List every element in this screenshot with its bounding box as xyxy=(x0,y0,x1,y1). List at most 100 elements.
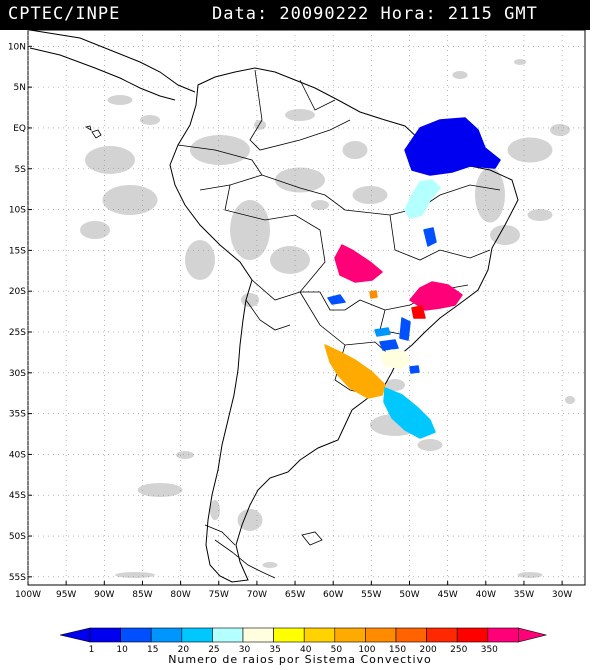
lightning-cluster xyxy=(324,344,386,399)
colorbar-label: 20 xyxy=(178,645,190,655)
lon-label: 40W xyxy=(476,590,496,600)
cloud-blob xyxy=(285,109,315,121)
cloud-blob xyxy=(275,167,325,193)
cloud-cover xyxy=(80,59,575,578)
cloud-blob xyxy=(241,293,259,307)
cloud-blob xyxy=(237,509,263,531)
lightning-cluster xyxy=(383,387,436,439)
lat-label: 40S xyxy=(9,450,26,460)
cloud-blob xyxy=(270,246,310,274)
colorbar-segment xyxy=(395,627,427,643)
cloud-blob xyxy=(190,135,250,165)
colorbar-segment xyxy=(212,627,244,643)
lon-label: 90W xyxy=(94,590,114,600)
country-borders xyxy=(177,69,501,396)
lightning-cluster xyxy=(399,317,411,341)
cloud-blob xyxy=(115,572,155,578)
colorbar-label: 40 xyxy=(300,645,312,655)
lightning-cluster xyxy=(369,290,378,299)
lat-label: 10S xyxy=(9,206,26,216)
cloud-blob xyxy=(210,500,220,520)
lon-label: 80W xyxy=(170,590,190,600)
lat-label: 45S xyxy=(9,491,26,501)
colorbar-label: 25 xyxy=(208,645,219,655)
header-bar: CPTEC/INPE Data: 20090222 Hora: 2115 GMT xyxy=(0,0,590,30)
cloud-blob xyxy=(514,59,526,65)
lightning-cluster xyxy=(379,349,411,369)
colorbar-label: 200 xyxy=(420,645,437,655)
colorbar-arrow-left xyxy=(59,627,91,643)
lightning-cluster xyxy=(404,117,501,176)
header-source: CPTEC/INPE xyxy=(8,4,121,24)
lon-label: 85W xyxy=(132,590,152,600)
colorbar-label: 15 xyxy=(147,645,158,655)
lon-label: 50W xyxy=(399,590,419,600)
header-datetime: Data: 20090222 Hora: 2115 GMT xyxy=(212,4,538,24)
cloud-blob xyxy=(517,572,543,578)
lat-label: 50S xyxy=(9,532,26,542)
cloud-blob xyxy=(254,120,266,130)
lat-label: 15S xyxy=(9,246,26,256)
colorbar-segment xyxy=(89,627,121,643)
colorbar-label: 350 xyxy=(481,645,498,655)
cloud-blob xyxy=(507,137,553,163)
lat-label: 20S xyxy=(9,287,26,297)
lightning-cluster xyxy=(379,339,399,351)
colorbar-label: 1 xyxy=(89,645,95,655)
longitude-labels: 100W 95W 90W 85W 80W 75W 70W 65W 60W 55W 50W 45W 40W… xyxy=(15,590,572,600)
cloud-blob xyxy=(565,396,575,404)
cloud-blob xyxy=(85,146,135,174)
lat-label: 25S xyxy=(9,328,26,338)
lightning-cluster xyxy=(327,294,346,305)
colorbar-label: 50 xyxy=(331,645,343,655)
lon-label: 95W xyxy=(56,590,76,600)
lat-label: 55S xyxy=(9,573,26,583)
lat-label: 5N xyxy=(14,83,26,93)
colorbar-label: 30 xyxy=(239,645,251,655)
cloud-blob xyxy=(102,185,158,215)
colorbar-segment xyxy=(303,627,336,643)
lightning-cluster xyxy=(404,179,441,219)
lat-label: 5S xyxy=(15,165,27,175)
map-frame xyxy=(27,29,586,586)
lat-label: EQ xyxy=(13,124,26,134)
lat-label: 10N xyxy=(8,42,26,52)
convective-systems xyxy=(324,117,501,439)
lightning-cluster xyxy=(374,327,391,337)
colorbar-label: 150 xyxy=(389,645,406,655)
lon-label: 65W xyxy=(285,590,305,600)
lon-label: 45W xyxy=(437,590,457,600)
colorbar-segment xyxy=(273,627,305,643)
lightning-cluster xyxy=(409,365,420,374)
colorbar-segment xyxy=(120,627,152,643)
lon-label: 30W xyxy=(552,590,572,600)
colorbar-segment xyxy=(426,627,458,643)
lon-label: 75W xyxy=(209,590,229,600)
cloud-blob xyxy=(137,483,183,497)
colorbar: 1 10 15 20 25 30 35 40 50 100 150 200 250 350 xyxy=(59,627,547,655)
cloud-blob xyxy=(230,200,270,260)
colorbar-label: 10 xyxy=(116,645,128,655)
colorbar-arrow-right xyxy=(518,627,547,643)
lon-label: 70W xyxy=(247,590,267,600)
cloud-blob xyxy=(107,95,133,105)
colorbar-segment xyxy=(242,627,274,643)
lat-label: 35S xyxy=(9,410,26,420)
colorbar-label: 35 xyxy=(269,645,280,655)
falkland-islands xyxy=(301,531,323,546)
cloud-blob xyxy=(140,115,160,125)
latitude-labels: 10N 5N EQ 5S 10S 15S 20S 25S 30S 35S 40S 45S 50S 55S xyxy=(8,42,26,583)
cloud-blob xyxy=(452,71,468,79)
colorbar-label: 100 xyxy=(358,645,375,655)
colorbar-segment xyxy=(456,627,489,643)
colorbar-title: Numero de raios por Sistema Convectivo xyxy=(168,653,432,666)
colorbar-segment xyxy=(181,627,213,643)
lon-label: 100W xyxy=(15,590,41,600)
cloud-blob xyxy=(352,186,388,204)
lat-lon-grid xyxy=(27,30,585,585)
tierra-del-fuego xyxy=(204,524,276,579)
cloud-blob xyxy=(185,240,215,280)
lon-label: 60W xyxy=(323,590,343,600)
lightning-cluster xyxy=(334,244,383,283)
